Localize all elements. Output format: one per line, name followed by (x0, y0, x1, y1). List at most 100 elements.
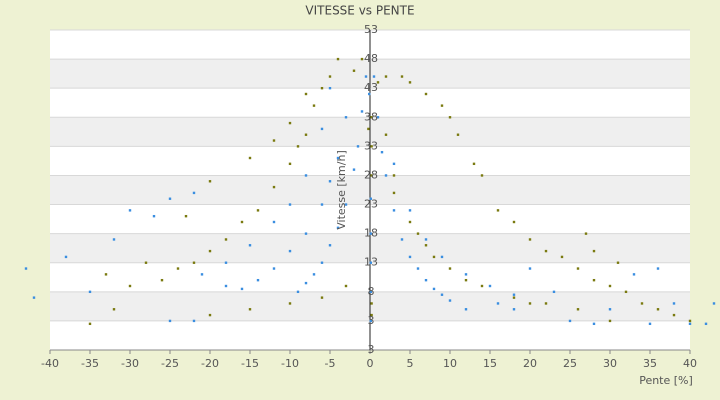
point (370, 145, 373, 148)
x-tick-label: 20 (523, 357, 537, 370)
point (369, 319, 372, 323)
x-tick-label: 10 (443, 357, 457, 370)
point (128, 284, 132, 288)
point (344, 284, 348, 288)
point (336, 156, 340, 160)
point (544, 302, 548, 305)
point (304, 281, 308, 285)
point (288, 302, 292, 305)
point (304, 174, 308, 177)
point (368, 92, 371, 96)
point (224, 261, 228, 264)
point (584, 232, 588, 235)
x-tick-label: 0 (367, 357, 374, 370)
point (360, 57, 364, 61)
point (272, 139, 276, 142)
point (88, 290, 92, 294)
point (608, 284, 612, 288)
x-tick-label: 5 (407, 357, 414, 370)
point (200, 273, 204, 276)
point (304, 133, 308, 136)
point (248, 308, 252, 311)
point (400, 238, 404, 241)
point (288, 121, 292, 125)
point (608, 319, 612, 323)
point (192, 261, 196, 264)
x-tick-label: -20 (201, 357, 219, 370)
point (369, 197, 372, 200)
x-tick-label: -10 (281, 357, 299, 370)
point (512, 308, 516, 311)
point (104, 273, 108, 276)
point (656, 308, 660, 311)
point (648, 322, 652, 326)
point (488, 284, 492, 288)
point (448, 299, 452, 302)
point (328, 180, 332, 183)
x-tick-label: -15 (241, 357, 259, 370)
point (424, 92, 428, 96)
point (376, 116, 380, 119)
point (370, 174, 373, 177)
x-tick-label: -25 (161, 357, 179, 370)
point (560, 255, 564, 259)
point (328, 86, 332, 90)
point (688, 322, 692, 326)
y-tick-label: 18 (364, 227, 378, 240)
point (112, 238, 116, 241)
point (392, 191, 396, 195)
point (370, 116, 373, 119)
point (496, 302, 500, 305)
point (240, 220, 244, 224)
point (440, 104, 444, 107)
point (328, 244, 332, 247)
point (528, 238, 532, 241)
point (208, 180, 212, 183)
point (88, 322, 92, 326)
point (248, 244, 252, 247)
point (288, 162, 292, 166)
y-tick-label: 3 (368, 343, 375, 356)
point (408, 255, 412, 259)
point (360, 110, 364, 113)
point (356, 145, 360, 148)
point (224, 238, 228, 241)
point (176, 267, 180, 270)
point (408, 209, 412, 212)
point (392, 209, 396, 212)
point (304, 232, 308, 235)
point (448, 267, 452, 270)
point (384, 174, 388, 177)
point (440, 255, 444, 259)
x-tick-label: -30 (121, 357, 139, 370)
point (224, 284, 228, 288)
x-tick-label: -5 (325, 357, 336, 370)
point (424, 278, 428, 282)
point (408, 220, 412, 224)
point (568, 319, 572, 323)
point (364, 75, 368, 78)
point (432, 287, 436, 291)
point (256, 278, 260, 282)
y-tick-label: 3 (368, 314, 375, 327)
point (372, 75, 376, 78)
point (384, 133, 388, 136)
y-tick-label: 48 (364, 52, 378, 65)
y-tick-label: 33 (364, 139, 378, 152)
point (432, 255, 436, 259)
point (380, 150, 384, 154)
x-tick-label: 15 (483, 357, 497, 370)
point (528, 267, 532, 270)
point (512, 296, 516, 299)
point (592, 249, 596, 253)
point (168, 319, 172, 323)
point (656, 267, 660, 270)
point (344, 116, 348, 119)
point (288, 203, 292, 206)
point (688, 319, 692, 323)
point (336, 226, 340, 230)
point (24, 267, 28, 270)
x-tick-label: -35 (81, 357, 99, 370)
point (464, 308, 468, 311)
